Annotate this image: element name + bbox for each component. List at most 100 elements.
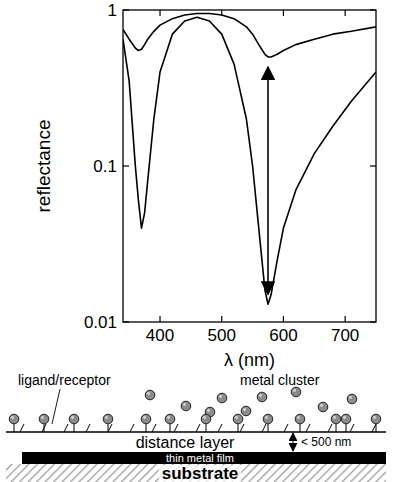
difference-arrow — [267, 67, 269, 294]
metal-cluster — [103, 414, 113, 424]
substrate-label-patch — [159, 465, 242, 482]
y-tick-label: 1 — [108, 1, 117, 20]
cluster-highlight — [333, 416, 336, 419]
cluster-highlight — [143, 416, 146, 419]
cluster-highlight — [259, 394, 262, 397]
cluster-highlight — [167, 416, 170, 419]
cluster-highlight — [265, 416, 268, 419]
ligand-leader — [52, 389, 60, 424]
cluster-highlight — [349, 396, 352, 399]
receptor — [42, 424, 46, 432]
receptor — [20, 424, 24, 432]
x-tick — [345, 316, 346, 322]
y-tick-label: 0.01 — [84, 313, 117, 332]
stalk — [376, 424, 377, 432]
stalk — [146, 424, 147, 432]
receptor — [372, 424, 376, 432]
stalk — [44, 424, 45, 432]
x-tick — [221, 316, 222, 322]
cluster-highlight — [343, 416, 346, 419]
metal-cluster — [9, 414, 19, 424]
metal-cluster — [233, 414, 243, 424]
receptor — [262, 424, 266, 432]
cluster-highlight — [41, 416, 44, 419]
cluster-highlight — [183, 403, 186, 406]
cluster-highlight — [105, 416, 108, 419]
figure: 0.01 0.1 1 400 500 600 700 reflectance λ (nm) lig… — [0, 0, 393, 482]
receptor — [86, 424, 90, 432]
receptor — [152, 424, 156, 432]
metal-cluster — [141, 414, 151, 424]
receptor — [306, 424, 310, 432]
receptor — [130, 424, 134, 432]
thickness-arrow — [293, 433, 294, 451]
metal-cluster — [291, 387, 301, 397]
metal-cluster — [295, 414, 305, 424]
y-tick — [123, 9, 129, 10]
metal-cluster — [371, 414, 381, 424]
cluster-highlight — [71, 416, 74, 419]
x-tick — [159, 316, 160, 322]
stalk — [238, 424, 239, 432]
cluster-highlight — [373, 416, 376, 419]
stalk — [336, 424, 337, 432]
cluster-highlight — [293, 389, 296, 392]
stalk — [170, 424, 171, 432]
substrate-label: substrate — [162, 464, 239, 482]
cluster-label: metal cluster — [240, 372, 320, 388]
y-tick — [370, 165, 376, 166]
x-axis-title: λ (nm) — [224, 350, 275, 370]
x-tick — [283, 316, 284, 322]
receptor — [174, 424, 178, 432]
x-tick-label: 600 — [269, 326, 297, 345]
x-tick-label: 400 — [146, 326, 174, 345]
y-axis-title: reflectance — [33, 120, 54, 213]
receptor — [284, 424, 288, 432]
metal-cluster — [39, 414, 49, 424]
stalk — [74, 424, 75, 432]
metal-cluster — [241, 406, 251, 416]
stalk — [108, 424, 109, 432]
ligand-label: ligand/receptor — [18, 372, 111, 388]
cluster-highlight — [297, 416, 300, 419]
x-tick — [283, 10, 284, 16]
y-tick-label: 0.1 — [93, 157, 117, 176]
stalk — [268, 424, 269, 432]
receptor — [240, 424, 244, 432]
metal-cluster — [347, 394, 357, 404]
stalk — [346, 424, 347, 432]
x-tick-label: 700 — [331, 326, 359, 345]
cluster-highlight — [320, 404, 323, 407]
metal-cluster — [331, 414, 341, 424]
metal-cluster — [257, 392, 267, 402]
metal-cluster — [145, 390, 155, 400]
receptor — [350, 424, 354, 432]
film-label: thin metal film — [166, 452, 234, 464]
cluster-highlight — [219, 395, 222, 398]
metal-cluster — [165, 414, 175, 424]
receptor — [328, 424, 332, 432]
metal-film — [22, 452, 386, 464]
x-tick-label: 500 — [208, 326, 236, 345]
substrate — [6, 464, 386, 482]
y-tick — [123, 165, 129, 166]
receptor — [108, 424, 112, 432]
stalk — [14, 424, 15, 432]
thickness-label: < 500 nm — [301, 435, 351, 449]
series-line — [123, 13, 376, 56]
y-tick — [370, 321, 376, 322]
stalk — [206, 424, 207, 432]
cluster-highlight — [11, 416, 14, 419]
cluster-highlight — [207, 409, 210, 412]
y-tick — [123, 321, 129, 322]
receptor — [64, 424, 68, 432]
distance-label: distance layer — [136, 434, 235, 451]
receptor — [218, 424, 222, 432]
metal-cluster — [181, 401, 191, 411]
cluster-highlight — [147, 392, 150, 395]
x-tick — [159, 10, 160, 16]
x-tick — [345, 10, 346, 16]
cluster-highlight — [235, 416, 238, 419]
metal-cluster — [69, 414, 79, 424]
metal-cluster — [318, 402, 328, 412]
